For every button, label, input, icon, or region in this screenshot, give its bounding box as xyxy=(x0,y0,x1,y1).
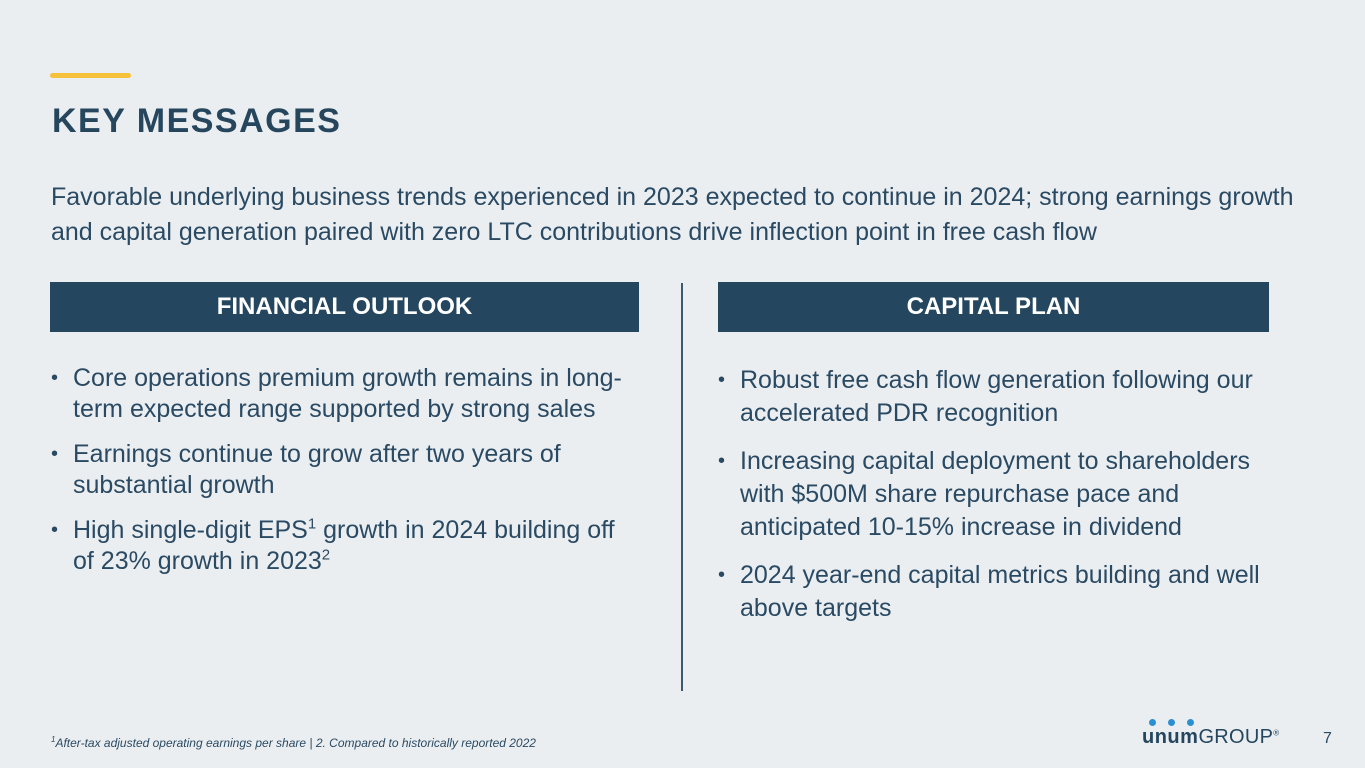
capital-plan-heading: CAPITAL PLAN xyxy=(906,293,1081,320)
unum-group-logo: unumGROUP® xyxy=(1142,716,1287,750)
footnote-ref-2: 2 xyxy=(321,546,331,564)
eps-growth-text: growth in 2024 building off of 23% growt… xyxy=(73,516,615,575)
list-item: High single-digit EPS1 growth in 2024 bu… xyxy=(51,515,626,577)
logo-brand: unum xyxy=(1142,726,1199,748)
title-accent-bar xyxy=(50,73,131,78)
footnote-ref-1: 1 xyxy=(307,515,317,533)
footnote-text: After-tax adjusted operating earnings pe… xyxy=(55,736,536,750)
footnote-marker: 1 xyxy=(51,735,56,744)
list-item: Increasing capital deployment to shareho… xyxy=(718,445,1278,544)
eps-text: High single-digit EPS xyxy=(73,516,308,544)
footnote: 1After-tax adjusted operating earnings p… xyxy=(51,735,536,751)
logo-suffix: GROUP xyxy=(1198,726,1274,748)
column-divider xyxy=(681,283,683,691)
capital-plan-header: CAPITAL PLAN xyxy=(718,282,1269,332)
financial-outlook-list: Core operations premium growth remains i… xyxy=(51,363,626,591)
logo-registered-mark: ® xyxy=(1273,728,1280,738)
page-title: KEY MESSAGES xyxy=(52,102,342,140)
capital-plan-list: Robust free cash flow generation followi… xyxy=(718,364,1278,640)
financial-outlook-heading: FINANCIAL OUTLOOK xyxy=(216,293,473,320)
page-number: 7 xyxy=(1323,730,1332,747)
logo-dots-icon xyxy=(1149,719,1194,726)
list-item: Earnings continue to grow after two year… xyxy=(51,439,626,501)
financial-outlook-header: FINANCIAL OUTLOOK xyxy=(50,282,639,332)
list-item: Robust free cash flow generation followi… xyxy=(718,364,1278,430)
list-item: 2024 year-end capital metrics building a… xyxy=(718,559,1278,625)
list-item: Core operations premium growth remains i… xyxy=(51,363,626,425)
intro-statement: Favorable underlying business trends exp… xyxy=(51,183,1294,246)
